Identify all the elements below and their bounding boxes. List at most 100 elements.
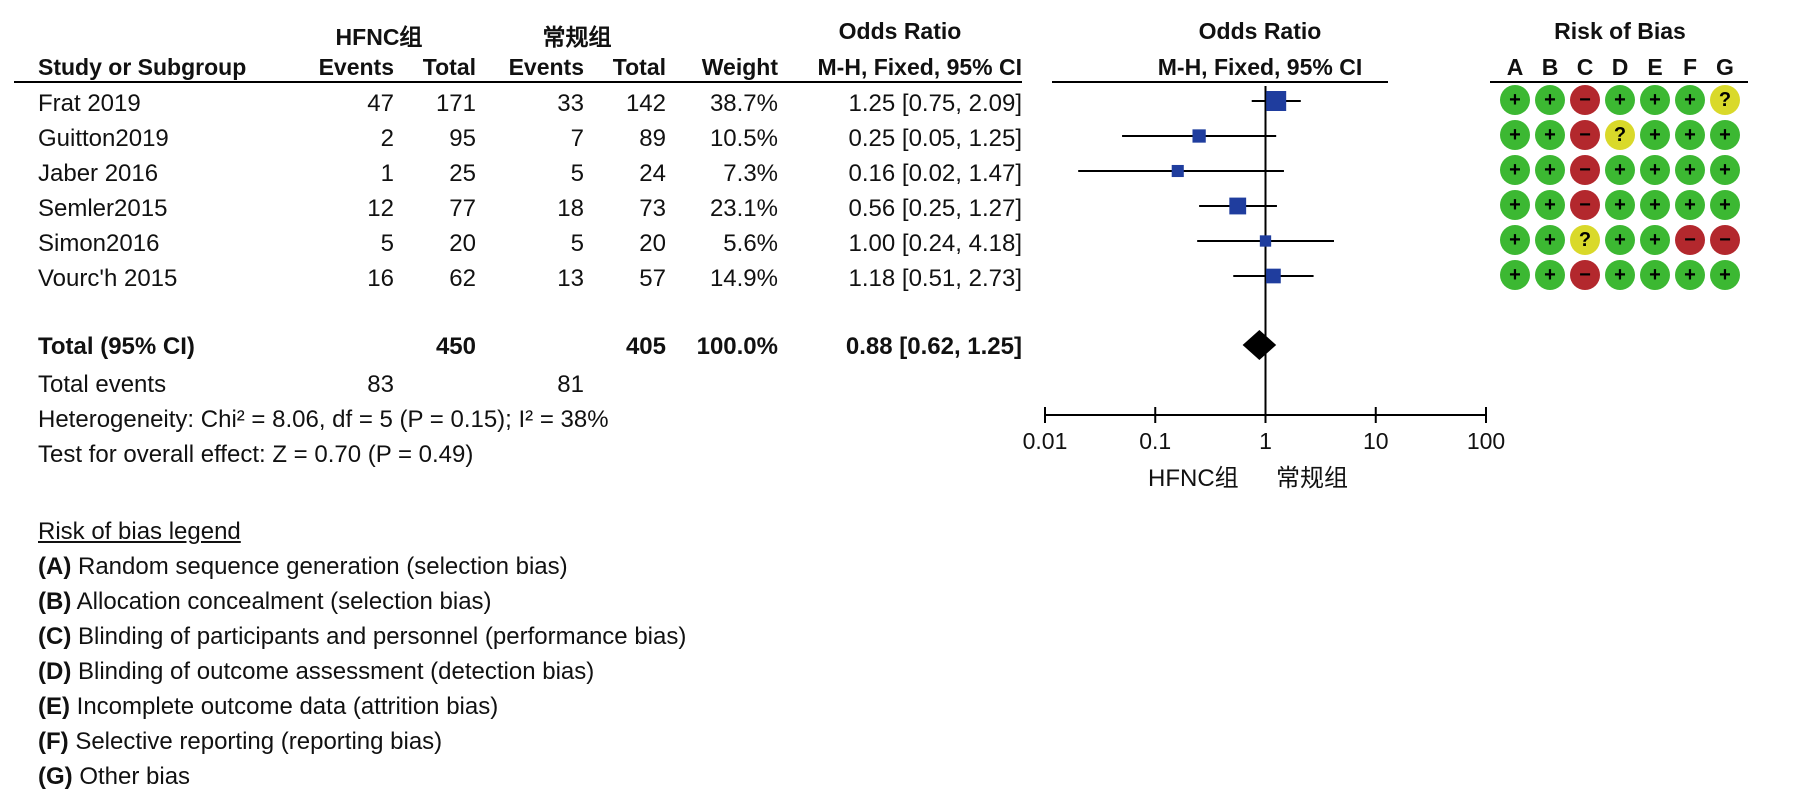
events-label: Total events xyxy=(38,371,167,398)
rob-dot-low: + xyxy=(1535,155,1565,185)
col-events2-header: Events xyxy=(508,54,584,80)
cell-t1: 20 xyxy=(449,230,476,257)
cell-e2: 18 xyxy=(557,195,584,222)
rob-legend-key: (F) xyxy=(38,728,69,755)
rob-dot-low: + xyxy=(1605,155,1635,185)
x-tick-label: 0.1 xyxy=(1139,428,1171,454)
cell-t1: 62 xyxy=(449,265,476,292)
rob-dot-high: − xyxy=(1675,225,1705,255)
cell-ci: 1.18 [0.51, 2.73] xyxy=(848,265,1022,292)
rob-title: Risk of Bias xyxy=(1554,18,1686,44)
cell-study: Guitton2019 xyxy=(38,125,169,152)
rob-dot-low: + xyxy=(1500,225,1530,255)
cell-study: Jaber 2016 xyxy=(38,160,159,187)
x-tick-label: 0.01 xyxy=(1023,428,1068,454)
study-square xyxy=(1259,235,1272,247)
rob-dot-low: + xyxy=(1535,190,1565,220)
rob-column-G: G xyxy=(1716,54,1734,80)
rob-legend-text: Incomplete outcome data (attrition bias) xyxy=(70,693,499,720)
total-ci: 0.88 [0.62, 1.25] xyxy=(845,333,1022,360)
col-events1-header: Events xyxy=(318,54,394,80)
col-total2-header: Total xyxy=(612,54,666,80)
rob-legend-key: (E) xyxy=(38,693,70,720)
cell-weight: 14.9% xyxy=(709,265,778,292)
cell-t2: 142 xyxy=(625,90,666,117)
rob-legend-text: Other bias xyxy=(72,763,191,790)
cell-e1: 12 xyxy=(367,195,394,222)
rob-legend-item: (C) Blinding of participants and personn… xyxy=(38,623,686,651)
overall-effect-text: Test for overall effect: Z = 0.70 (P = 0… xyxy=(38,441,474,468)
rob-legend-title: Risk of bias legend xyxy=(38,518,241,545)
cell-e2: 5 xyxy=(570,230,584,257)
forest-xlabel-left: HFNC组 xyxy=(1148,465,1239,492)
rob-legend-text: Allocation concealment (selection bias) xyxy=(71,588,492,615)
study-square xyxy=(1171,164,1184,178)
rob-dot-low: + xyxy=(1710,155,1740,185)
rob-dot-low: + xyxy=(1675,155,1705,185)
rob-dot-low: + xyxy=(1500,120,1530,150)
rob-dot-low: + xyxy=(1675,85,1705,115)
cell-e2: 7 xyxy=(570,125,584,152)
rob-dot-low: + xyxy=(1640,190,1670,220)
col-study-header: Study or Subgroup xyxy=(38,54,247,80)
study-square xyxy=(1229,197,1247,215)
rob-dot-low: + xyxy=(1710,190,1740,220)
heterogeneity-text: Heterogeneity: Chi² = 8.06, df = 5 (P = … xyxy=(38,406,609,433)
rob-legend-text: Blinding of outcome assessment (detectio… xyxy=(71,658,595,685)
col-weight-header: Weight xyxy=(701,54,778,80)
rob-header-rule xyxy=(1490,81,1748,83)
rob-dot-low: + xyxy=(1605,190,1635,220)
rob-column-F: F xyxy=(1682,54,1698,80)
rob-dot-low: + xyxy=(1640,260,1670,290)
cell-e2: 33 xyxy=(557,90,584,117)
rob-dot-low: + xyxy=(1535,260,1565,290)
rob-legend-item: (A) Random sequence generation (selectio… xyxy=(38,553,568,581)
cell-t1: 77 xyxy=(449,195,476,222)
group2-header: 常规组 xyxy=(542,24,612,50)
rob-dot-low: + xyxy=(1500,155,1530,185)
rob-legend-item: (F) Selective reporting (reporting bias) xyxy=(38,728,442,756)
rob-legend-key: (B) xyxy=(38,588,72,615)
rob-dot-low: + xyxy=(1675,260,1705,290)
x-tick-label: 100 xyxy=(1467,428,1505,454)
total-label: Total (95% CI) xyxy=(38,333,195,360)
cell-ci: 0.25 [0.05, 1.25] xyxy=(848,125,1022,152)
cell-weight: 5.6% xyxy=(723,230,778,257)
col-total1-header: Total xyxy=(422,54,476,80)
rob-column-B: B xyxy=(1541,54,1559,80)
rob-dot-low: + xyxy=(1675,120,1705,150)
rob-dot-low: + xyxy=(1605,225,1635,255)
rob-legend-key: (G) xyxy=(38,763,73,790)
cell-e2: 5 xyxy=(570,160,584,187)
rob-legend-key: (D) xyxy=(38,658,72,685)
cell-t1: 25 xyxy=(449,160,476,187)
x-tick-label: 10 xyxy=(1363,428,1389,454)
rob-dot-low: + xyxy=(1640,120,1670,150)
cell-weight: 10.5% xyxy=(709,125,778,152)
col-method-header: M-H, Fixed, 95% CI xyxy=(817,54,1022,80)
rob-dot-low: + xyxy=(1640,85,1670,115)
cell-ci: 0.56 [0.25, 1.27] xyxy=(848,195,1022,222)
table-header-rule xyxy=(14,81,1022,83)
total-weight: 100.0% xyxy=(696,333,778,360)
or-header-left: Odds Ratio xyxy=(838,18,962,44)
cell-e2: 13 xyxy=(557,265,584,292)
cell-ci: 0.16 [0.02, 1.47] xyxy=(848,160,1022,187)
rob-legend-key: (C) xyxy=(38,623,72,650)
rob-dot-unclear: ? xyxy=(1605,120,1635,150)
rob-legend-item: (G) Other bias xyxy=(38,763,190,791)
cell-e1: 47 xyxy=(367,90,394,117)
forest-header-rule xyxy=(1052,81,1388,83)
rob-legend-key: (A) xyxy=(38,553,72,580)
cell-t1: 171 xyxy=(435,90,476,117)
forest-subtitle: M-H, Fixed, 95% CI xyxy=(1157,54,1363,80)
forest-title: Odds Ratio xyxy=(1198,18,1322,44)
cell-study: Semler2015 xyxy=(38,195,168,222)
cell-weight: 7.3% xyxy=(723,160,778,187)
rob-legend-item: (B) Allocation concealment (selection bi… xyxy=(38,588,492,616)
rob-dot-low: + xyxy=(1675,190,1705,220)
rob-column-D: D xyxy=(1611,54,1629,80)
cell-study: Frat 2019 xyxy=(38,90,141,117)
rob-dot-low: + xyxy=(1535,85,1565,115)
cell-t1: 95 xyxy=(449,125,476,152)
